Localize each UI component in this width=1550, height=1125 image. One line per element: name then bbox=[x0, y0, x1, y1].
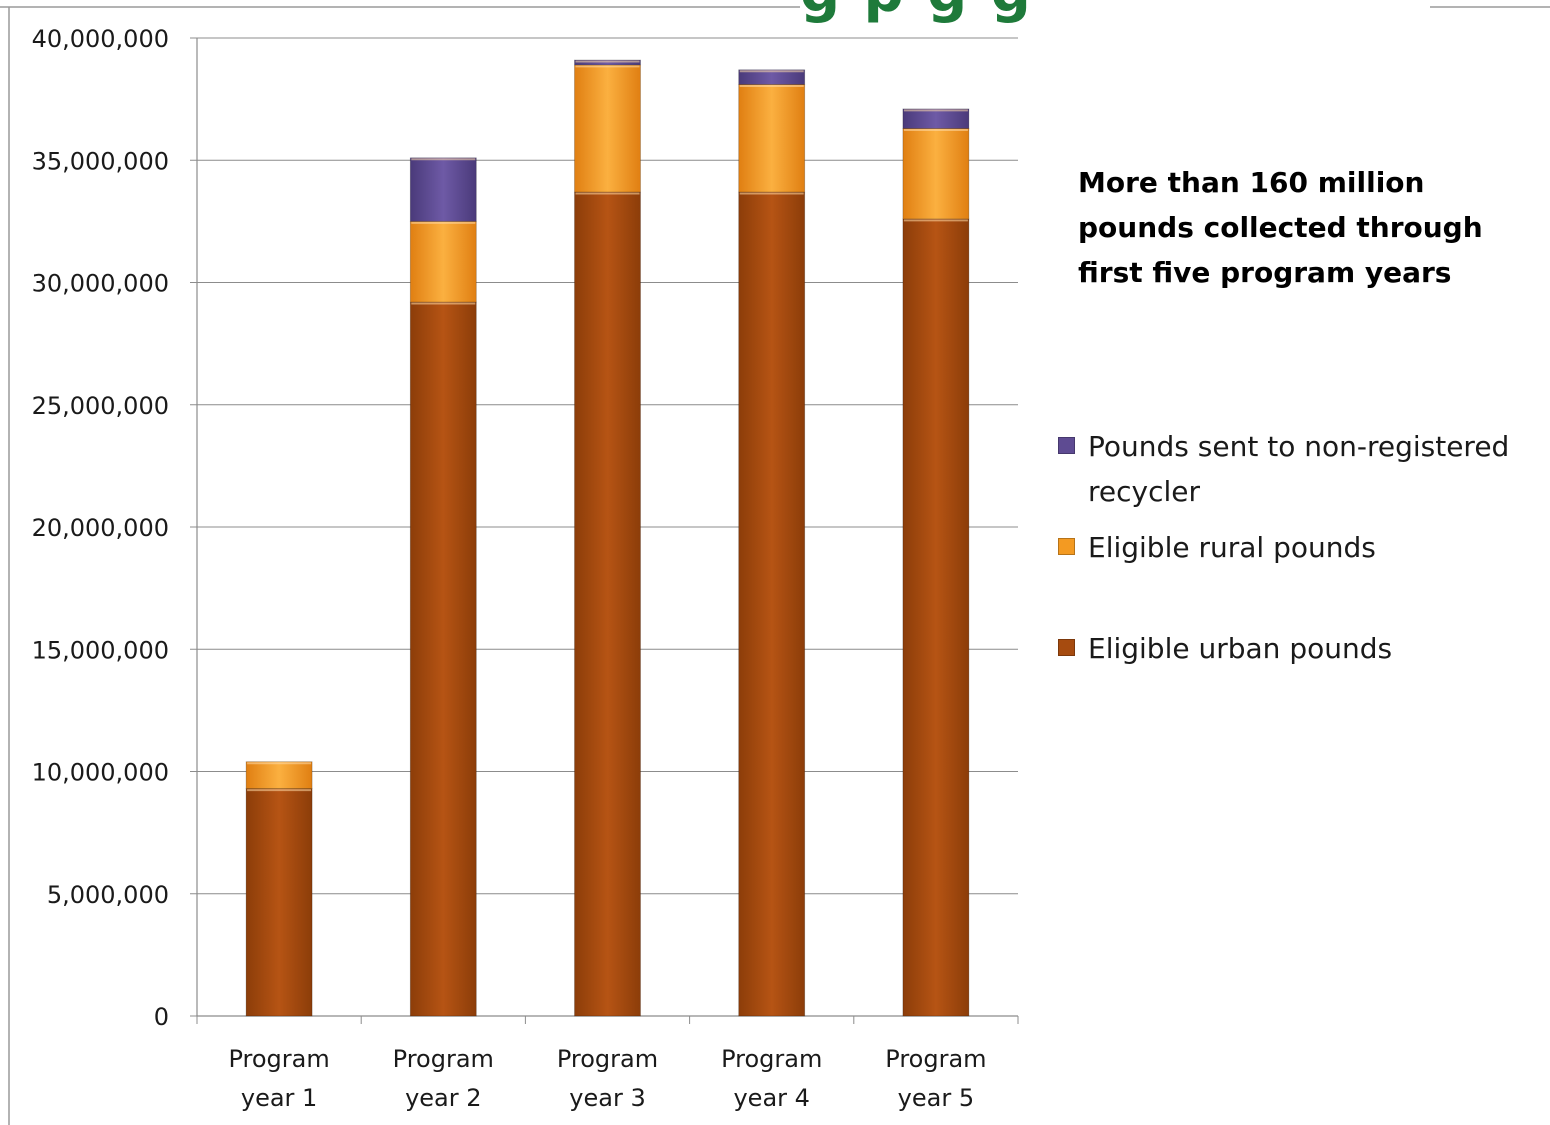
y-tick-label: 20,000,000 bbox=[32, 514, 169, 542]
bar-segment-urban-year-4 bbox=[738, 191, 806, 1017]
legend-item-rural: Eligible rural pounds bbox=[1058, 525, 1538, 570]
y-tick-label: 15,000,000 bbox=[32, 636, 169, 664]
legend-label-urban: Eligible urban pounds bbox=[1088, 632, 1393, 665]
y-tick-label: 0 bbox=[154, 1003, 169, 1031]
slide-frame bbox=[0, 6, 1550, 1125]
legend-swatch-urban bbox=[1058, 639, 1075, 656]
clipped-title-fragment: g p g g bbox=[800, 0, 1033, 25]
x-category-label: year 5 bbox=[898, 1084, 974, 1112]
bar-segment-urban-year-2 bbox=[409, 301, 477, 1017]
legend-item-urban: Eligible urban pounds bbox=[1058, 626, 1538, 671]
y-tick-label: 35,000,000 bbox=[32, 147, 169, 175]
x-category-label: Program bbox=[393, 1045, 494, 1073]
x-category-label: Program bbox=[885, 1045, 986, 1073]
bar-segment-non-registered-year-4 bbox=[738, 69, 806, 85]
legend-label-rural: Eligible rural pounds bbox=[1088, 531, 1376, 564]
x-category-label: Program bbox=[228, 1045, 329, 1073]
bar-segment-rural-year-2 bbox=[409, 220, 477, 303]
x-tick-labels: Program year 1 Program year 2 Program year 3 P… bbox=[228, 1045, 986, 1112]
bar-segment-urban-year-5 bbox=[902, 218, 970, 1017]
bar-segment-rural-year-4 bbox=[738, 84, 806, 193]
bar-segment-non-registered-year-2 bbox=[409, 157, 477, 222]
bar-segment-rural-year-1 bbox=[245, 761, 313, 790]
y-tick-label: 10,000,000 bbox=[32, 759, 169, 787]
bars bbox=[245, 59, 970, 1017]
legend-swatch-rural bbox=[1058, 538, 1075, 555]
y-tick-labels: 0 5,000,000 10,000,000 15,000,000 20,000,000… bbox=[32, 25, 169, 1031]
chart-annotation: More than 160 million pounds collected t… bbox=[1078, 166, 1483, 289]
x-category-label: Program bbox=[721, 1045, 822, 1073]
bar-segment-urban-year-3 bbox=[574, 191, 641, 1017]
y-tick-label: 5,000,000 bbox=[47, 881, 169, 909]
chart-legend: Pounds sent to non-registered recycler E… bbox=[1058, 424, 1538, 671]
x-category-label: Program bbox=[557, 1045, 658, 1073]
y-tick-label: 30,000,000 bbox=[32, 270, 169, 298]
x-category-label: year 3 bbox=[569, 1084, 645, 1112]
x-category-label: year 4 bbox=[733, 1084, 809, 1112]
legend-label-non-registered: Pounds sent to non-registered recycler bbox=[1088, 430, 1510, 508]
y-tick-label: 40,000,000 bbox=[32, 25, 169, 53]
legend-swatch-non-registered bbox=[1058, 437, 1075, 454]
y-tick-label: 25,000,000 bbox=[32, 392, 169, 420]
bar-segment-urban-year-1 bbox=[245, 788, 313, 1017]
bar-segment-non-registered-year-5 bbox=[902, 108, 970, 129]
x-category-label: year 2 bbox=[405, 1084, 481, 1112]
legend-item-non-registered: Pounds sent to non-registered recycler bbox=[1058, 424, 1538, 514]
x-category-label: year 1 bbox=[241, 1084, 317, 1112]
bar-segment-rural-year-3 bbox=[574, 64, 641, 193]
bar-segment-rural-year-5 bbox=[902, 128, 970, 220]
